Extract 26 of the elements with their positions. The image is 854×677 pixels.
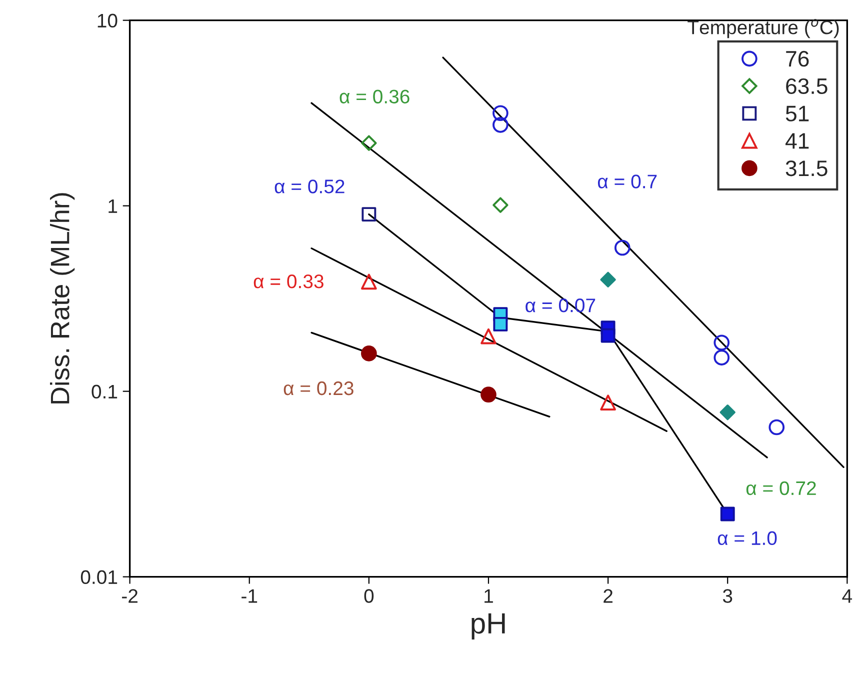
legend-label: 51 [786, 106, 809, 122]
annotation: α = 0.33 [254, 274, 324, 288]
x-tick-label: 2 [604, 589, 612, 603]
y-axis-title: Diss. Rate (ML/hr) [50, 193, 75, 404]
annotation: α = 0.52 [274, 180, 344, 194]
annotation: α = 0.23 [284, 381, 354, 396]
x-axis-title: pH [472, 613, 505, 640]
x-tick-label: -1 [242, 589, 258, 603]
x-tick-label: 0 [364, 589, 374, 603]
y-tick-label: 0.1 [92, 384, 118, 399]
legend-label: 41 [786, 133, 809, 149]
x-tick-label: 3 [722, 589, 732, 603]
x-tick-label: 4 [842, 589, 852, 603]
y-tick-label: 0.01 [80, 570, 118, 584]
x-tick-label: -2 [122, 589, 138, 603]
annotation: α = 0.72 [746, 481, 816, 496]
y-tick-label: 10 [98, 14, 118, 28]
annotation: α = 1.0 [718, 531, 777, 546]
legend-label: 76 [786, 50, 809, 67]
annotation: α = 0.7 [598, 174, 657, 188]
legend-label: 31.5 [786, 160, 828, 176]
annotation: α = 0.36 [340, 90, 410, 104]
legend-label: 63.5 [786, 78, 828, 94]
legend-title: Temperature ($^{o}$C) [688, 19, 839, 38]
x-tick-label: 1 [484, 589, 493, 603]
y-tick-label: 1 [108, 199, 118, 213]
